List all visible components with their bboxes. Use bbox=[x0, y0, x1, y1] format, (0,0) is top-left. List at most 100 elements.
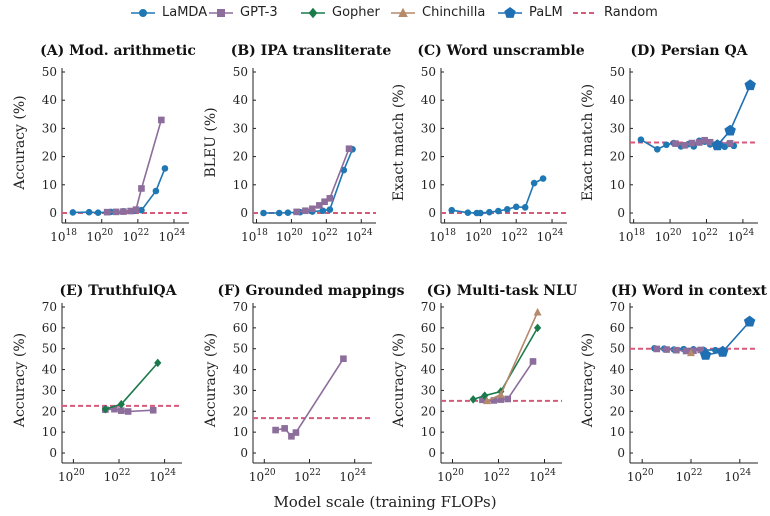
data-point bbox=[690, 347, 697, 355]
x-tick-exponent: 20 bbox=[73, 468, 85, 478]
data-point bbox=[697, 346, 705, 354]
series-gopher bbox=[101, 358, 162, 414]
x-tick-label: 1020 bbox=[86, 228, 113, 244]
data-point bbox=[512, 203, 520, 211]
data-point bbox=[85, 208, 93, 216]
legend-label: Chinchilla bbox=[422, 5, 486, 20]
x-tick-label: 1022 bbox=[294, 468, 321, 484]
y-tick-label: 0 bbox=[617, 206, 625, 220]
data-point bbox=[539, 175, 547, 182]
data-point bbox=[319, 207, 327, 215]
data-point bbox=[663, 141, 670, 149]
y-tick-label: 30 bbox=[42, 383, 57, 397]
y-tick-label: 60 bbox=[42, 321, 57, 335]
y-tick-label: 10 bbox=[421, 425, 436, 439]
x-tick-exponent: 22 bbox=[706, 228, 717, 238]
data-point bbox=[154, 358, 162, 368]
data-point bbox=[138, 185, 145, 192]
data-point bbox=[496, 390, 505, 398]
y-axis-label: Exact match (%) bbox=[580, 84, 596, 201]
data-point bbox=[477, 209, 484, 217]
data-point bbox=[326, 195, 334, 202]
y-tick-label: 20 bbox=[610, 150, 625, 164]
legend-swatch bbox=[131, 8, 155, 17]
y-tick-label: 50 bbox=[233, 342, 248, 356]
y-tick-label: 40 bbox=[610, 363, 625, 377]
legend-item-gpt-3: GPT-3 bbox=[208, 5, 278, 20]
data-point bbox=[127, 207, 134, 215]
x-tick-exponent: 24 bbox=[544, 468, 556, 478]
data-point bbox=[69, 209, 77, 216]
legend-swatch bbox=[391, 7, 415, 17]
y-tick-label: 70 bbox=[42, 300, 57, 314]
x-tick-exponent: 22 bbox=[138, 228, 149, 238]
x-tick-label: 1020 bbox=[627, 468, 654, 484]
series-gpt-3 bbox=[293, 145, 353, 216]
x-tick-label: 1020 bbox=[276, 228, 303, 244]
data-point bbox=[345, 145, 353, 153]
series-chinchilla bbox=[687, 348, 695, 357]
data-point bbox=[744, 79, 756, 91]
x-tick-label: 1024 bbox=[339, 468, 366, 484]
x-tick-exponent: 24 bbox=[355, 468, 367, 478]
data-point bbox=[302, 207, 309, 215]
x-tick-exponent: 24 bbox=[165, 468, 177, 478]
data-point bbox=[687, 348, 695, 357]
data-point bbox=[495, 207, 502, 215]
data-point bbox=[309, 205, 316, 213]
global-x-axis-label: Model scale (training FLOPs) bbox=[273, 493, 497, 511]
y-tick-label: 10 bbox=[233, 178, 248, 192]
data-point bbox=[284, 209, 292, 217]
x-tick-label: 1022 bbox=[501, 228, 528, 244]
data-point bbox=[326, 206, 334, 213]
data-point bbox=[152, 187, 160, 195]
data-point bbox=[681, 142, 688, 149]
series-line bbox=[472, 327, 539, 401]
data-point bbox=[743, 315, 756, 327]
y-tick-label: 60 bbox=[610, 321, 625, 335]
y-tick-label: 10 bbox=[233, 425, 248, 439]
x-tick-exponent: 18 bbox=[256, 228, 268, 238]
data-point bbox=[673, 346, 680, 354]
x-tick-exponent: 18 bbox=[634, 228, 646, 238]
x-tick-label: 1024 bbox=[537, 228, 564, 244]
data-point bbox=[726, 140, 734, 147]
data-point bbox=[101, 404, 109, 414]
data-point bbox=[663, 346, 670, 353]
data-point bbox=[120, 208, 127, 215]
data-point bbox=[530, 179, 538, 187]
data-point bbox=[682, 347, 690, 355]
y-tick-label: 30 bbox=[421, 383, 436, 397]
data-point bbox=[533, 323, 542, 333]
legend-marker bbox=[139, 8, 147, 17]
data-point bbox=[695, 139, 703, 146]
x-tick-label: 1020 bbox=[58, 468, 85, 484]
y-tick-label: 20 bbox=[421, 150, 436, 164]
legend-swatch bbox=[498, 6, 522, 18]
series-line bbox=[451, 177, 544, 214]
y-axis-label: Accuracy (%) bbox=[12, 95, 28, 190]
y-tick-label: 0 bbox=[49, 206, 57, 220]
x-tick-exponent: 20 bbox=[480, 228, 492, 238]
y-tick-label: 70 bbox=[610, 300, 625, 314]
data-point bbox=[654, 145, 661, 153]
data-point bbox=[706, 138, 714, 146]
series-line bbox=[107, 119, 163, 213]
legend-label: GPT-3 bbox=[240, 5, 278, 20]
y-tick-label: 10 bbox=[610, 425, 625, 439]
y-axis-label: Accuracy (%) bbox=[12, 333, 28, 428]
data-point bbox=[316, 202, 323, 209]
x-tick-exponent: 20 bbox=[102, 228, 114, 238]
x-tick-label: 1020 bbox=[655, 228, 682, 244]
data-point bbox=[293, 208, 300, 216]
y-axis-label: Accuracy (%) bbox=[203, 333, 219, 428]
x-tick-label: 1018 bbox=[429, 228, 456, 244]
data-point bbox=[486, 208, 493, 216]
data-point bbox=[699, 349, 712, 360]
y-tick-label: 0 bbox=[428, 206, 436, 220]
y-tick-label: 30 bbox=[233, 121, 248, 135]
data-point bbox=[161, 165, 169, 172]
x-tick-exponent: 24 bbox=[552, 228, 564, 238]
